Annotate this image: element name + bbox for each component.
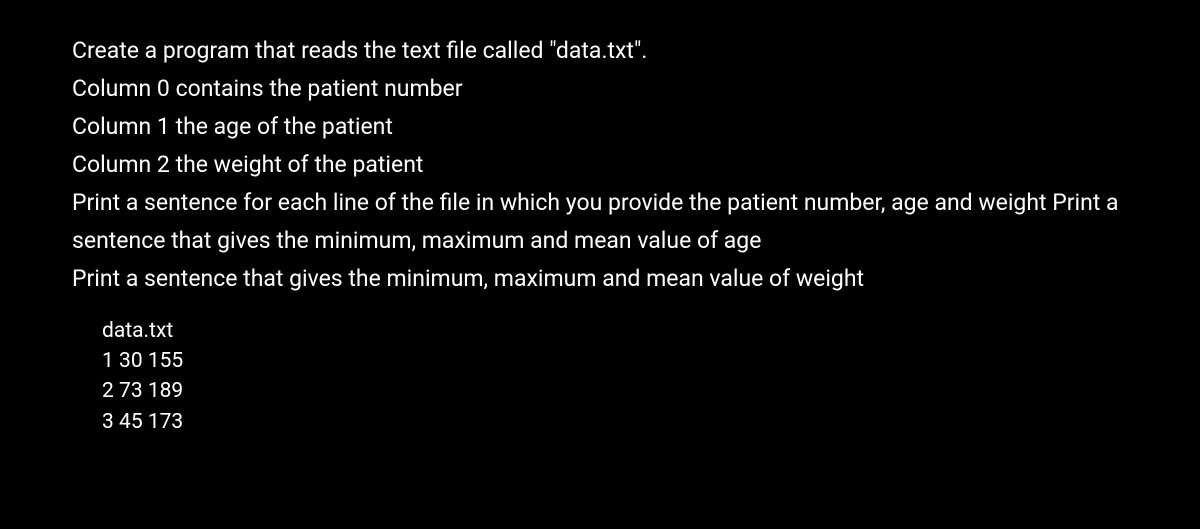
data-row-2: 2 73 189 (102, 376, 1128, 406)
instruction-line-4: Column 2 the weight of the patient (72, 146, 1128, 184)
data-row-1: 1 30 155 (102, 346, 1128, 376)
instruction-line-3: Column 1 the age of the patient (72, 108, 1128, 146)
instruction-line-1: Create a program that reads the text fil… (72, 32, 1128, 70)
data-row-3: 3 45 173 (102, 407, 1128, 437)
data-file-block: data.txt 1 30 155 2 73 189 3 45 173 (72, 316, 1128, 438)
instruction-line-6: Print a sentence that gives the minimum,… (72, 260, 1128, 298)
instruction-line-2: Column 0 contains the patient number (72, 70, 1128, 108)
data-filename: data.txt (102, 316, 1128, 346)
instructions-block: Create a program that reads the text fil… (72, 32, 1128, 298)
instruction-line-5: Print a sentence for each line of the fi… (72, 184, 1128, 260)
